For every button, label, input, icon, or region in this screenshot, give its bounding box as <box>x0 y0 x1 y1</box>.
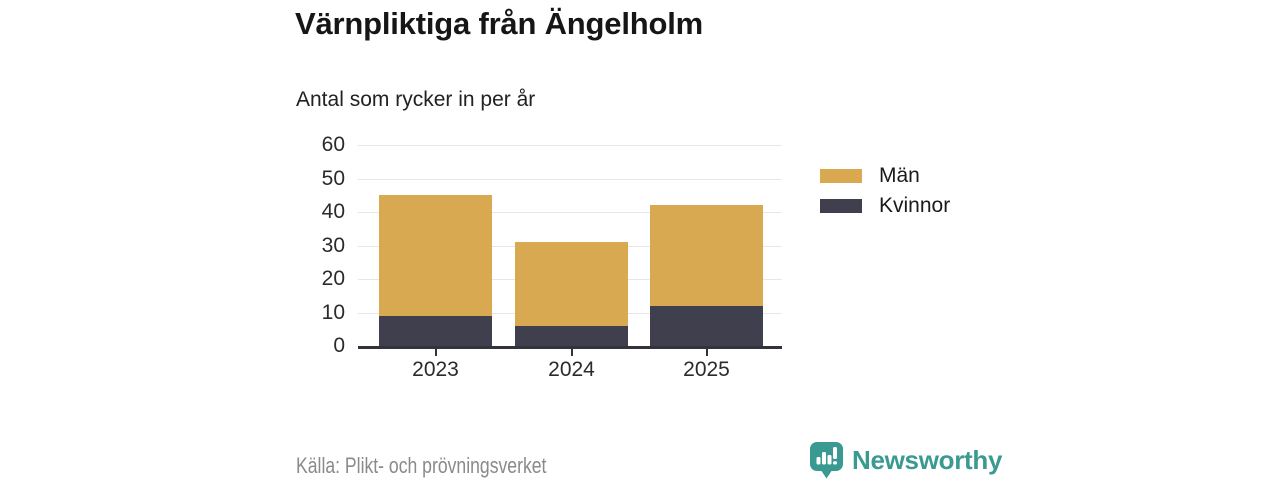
legend: Män Kvinnor <box>820 164 951 225</box>
newsworthy-logo: Newsworthy <box>810 442 1002 479</box>
x-axis-line <box>358 346 782 349</box>
y-tick-label-50: 50 <box>321 166 345 190</box>
bar-segment-2025-kvinnor <box>650 305 763 346</box>
legend-swatch <box>820 199 862 213</box>
legend-item-män: Män <box>820 164 950 187</box>
x-tick-2024 <box>570 348 573 356</box>
legend-label: Män <box>879 164 920 187</box>
y-tick-label-60: 60 <box>321 133 345 156</box>
x-tick-2023 <box>434 348 437 356</box>
legend-item-kvinnor: Kvinnor <box>820 194 951 217</box>
x-tick-2025 <box>705 348 708 356</box>
bar-segment-2024-män <box>515 242 628 326</box>
y-tick-label-20: 20 <box>321 267 345 290</box>
newsworthy-wordmark: Newsworthy <box>852 445 1003 475</box>
legend-label: Kvinnor <box>879 194 951 217</box>
y-tick-label-10: 10 <box>321 300 345 324</box>
x-tick-label-2024: 2024 <box>548 358 595 381</box>
legend-swatch <box>820 169 862 183</box>
bar-segment-2023-män <box>379 195 492 316</box>
bar-segment-2025-män <box>650 205 763 306</box>
y-tick-label-40: 40 <box>321 200 345 223</box>
chart-title: Värnpliktiga från Ängelholm <box>295 6 703 41</box>
newsworthy-icon <box>810 442 843 479</box>
plot-area: 0 10 20 30 40 50 60 2023 2024 2025 <box>322 133 782 381</box>
gridline-60 <box>358 145 782 146</box>
x-tick-label-2025: 2025 <box>683 358 730 381</box>
source-note: Källa: Plikt- och prövningsverket <box>296 453 547 478</box>
x-tick-label-2023: 2023 <box>412 358 459 381</box>
chart-subtitle: Antal som rycker in per år <box>296 88 536 111</box>
bar-segment-2023-kvinnor <box>379 315 492 346</box>
gridline-40 <box>358 212 782 213</box>
y-tick-label-0: 0 <box>333 334 345 357</box>
bar-segment-2024-kvinnor <box>515 325 628 346</box>
y-tick-label-30: 30 <box>321 233 345 257</box>
gridline-50 <box>358 178 782 180</box>
